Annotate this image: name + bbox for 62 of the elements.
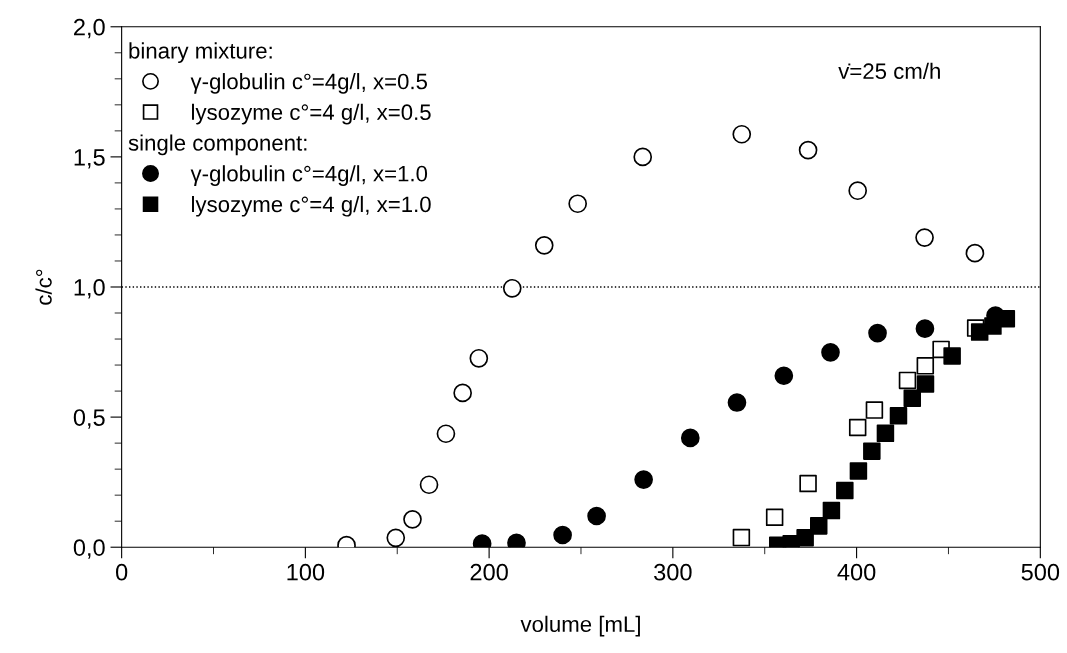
annotation: v̇=25 cm/h	[838, 62, 940, 80]
point	[898, 371, 917, 390]
point	[796, 529, 814, 547]
point	[915, 228, 934, 247]
point	[821, 342, 840, 362]
point	[765, 508, 784, 527]
point	[774, 366, 794, 386]
annotation: binary mixture:	[129, 42, 272, 64]
point	[865, 401, 884, 419]
point	[848, 181, 868, 201]
annotation: single component:	[128, 134, 307, 156]
point	[876, 424, 895, 442]
point	[916, 375, 935, 393]
point	[502, 278, 522, 298]
legend-label: γ-globulin c°=4g/l, x=1.0	[190, 165, 428, 186]
point	[916, 357, 935, 375]
point	[943, 347, 961, 365]
point	[634, 470, 653, 489]
point	[469, 348, 489, 368]
point	[809, 517, 828, 535]
point	[403, 510, 422, 529]
y-tick-label: 1,5	[74, 149, 105, 169]
point	[732, 124, 752, 144]
x-tick-label: 400	[837, 563, 876, 581]
y-tick-label: 0,5	[73, 409, 105, 429]
point	[453, 383, 472, 403]
point	[868, 323, 887, 343]
point	[568, 194, 588, 214]
point	[386, 528, 406, 548]
y-tick-label: 2,0	[74, 18, 105, 39]
point	[553, 525, 572, 545]
legend-label: lysozyme c°=4 g/l, x=0.5	[192, 103, 431, 125]
point	[799, 474, 817, 493]
point	[848, 418, 867, 437]
point	[727, 393, 747, 412]
point	[436, 424, 456, 444]
x-axis-title: volume [mL]	[520, 615, 640, 637]
x-tick-label: 500	[1021, 563, 1060, 581]
y-tick-label: 0,0	[73, 539, 105, 559]
point	[889, 407, 908, 425]
x-tick-label: 100	[287, 563, 325, 581]
x-tick-label: 0	[116, 563, 128, 581]
y-axis-title: c/c°	[35, 269, 52, 305]
x-tick-label: 200	[470, 563, 508, 581]
point	[534, 236, 554, 255]
point	[903, 389, 922, 408]
point	[732, 528, 751, 547]
point	[633, 147, 653, 167]
point	[863, 442, 881, 460]
point	[822, 501, 841, 520]
y-tick-label: 1,0	[74, 279, 105, 299]
x-tick-label: 300	[654, 563, 692, 581]
point	[587, 506, 606, 526]
legend-label: γ-globulin c°=4g/l, x=0.5	[190, 73, 428, 94]
point	[849, 462, 868, 480]
point	[419, 475, 439, 495]
legend-label: lysozyme c°=4 g/l, x=1.0	[192, 195, 431, 217]
point	[965, 243, 985, 263]
point	[680, 428, 700, 448]
point	[836, 481, 854, 500]
point	[915, 319, 935, 338]
point	[798, 140, 818, 160]
